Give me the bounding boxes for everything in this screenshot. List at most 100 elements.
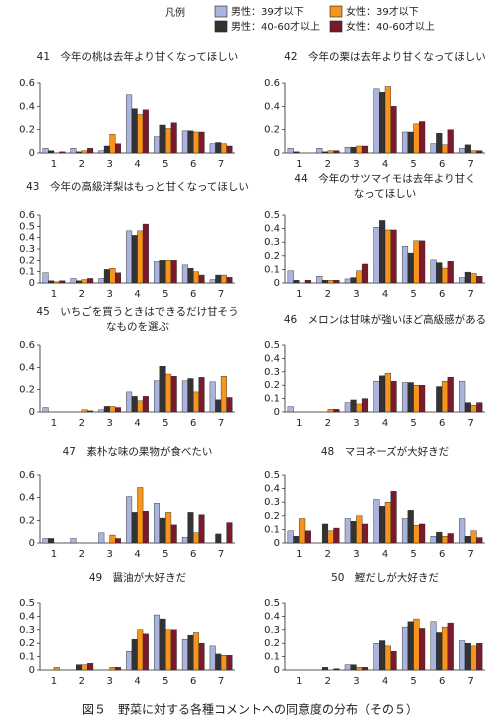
bar: [98, 409, 105, 413]
bar: [390, 651, 397, 671]
y-tick-label: 0.1: [264, 394, 280, 405]
x-tick-label: 6: [190, 159, 196, 170]
x-tick-label: 7: [218, 159, 224, 170]
legend-swatch: [329, 20, 343, 33]
y-tick-label: 0.3: [264, 625, 280, 636]
y-tick-label: 0.2: [264, 380, 280, 391]
chart-title: 42 今年の栗は去年より甘くなってほしい: [284, 50, 486, 63]
bar: [59, 280, 66, 284]
x-tick-label: 7: [218, 289, 224, 300]
bar: [226, 522, 233, 544]
bar: [48, 280, 55, 284]
bar: [356, 145, 363, 154]
x-tick-label: 4: [382, 289, 388, 300]
bar: [159, 260, 166, 284]
bar: [81, 150, 88, 154]
bar: [459, 148, 466, 154]
bar: [76, 280, 82, 284]
y-tick-label: 0.2: [264, 638, 280, 649]
bar: [76, 151, 82, 154]
bar: [379, 92, 386, 154]
x-tick-label: 4: [382, 418, 388, 429]
bar: [470, 405, 477, 413]
bar: [327, 530, 334, 544]
x-tick-label: 7: [218, 549, 224, 560]
y-tick-label: 0.6: [19, 78, 35, 89]
bar: [193, 131, 199, 154]
x-tick-label: 3: [106, 159, 112, 170]
x-tick-label: 3: [353, 289, 359, 300]
x-tick-label: 1: [296, 289, 302, 300]
y-tick-label: 0.2: [264, 125, 280, 136]
bar: [126, 391, 133, 413]
y-tick-label: 0.5: [264, 598, 280, 609]
bar: [126, 94, 133, 154]
x-tick-label: 5: [162, 418, 168, 429]
x-tick-label: 3: [106, 676, 112, 687]
bar: [350, 399, 357, 413]
y-tick-label: 0.2: [19, 125, 35, 136]
y-tick-label: 0.1: [264, 524, 280, 535]
x-tick-label: 4: [134, 549, 140, 560]
x-tick-label: 7: [468, 549, 474, 560]
y-tick-label: 0.5: [264, 470, 280, 481]
bar: [220, 274, 227, 284]
bar: [215, 399, 222, 413]
bar: [401, 131, 409, 154]
x-tick-label: 1: [51, 418, 57, 429]
bar: [344, 278, 351, 284]
bar: [220, 376, 227, 413]
y-tick-label: 0.3: [19, 244, 35, 255]
x-tick-label: 6: [439, 418, 445, 429]
y-tick-label: 0.2: [264, 251, 280, 262]
bar: [287, 148, 294, 154]
bar: [361, 263, 369, 284]
bar: [436, 531, 443, 544]
bar: [304, 280, 311, 284]
bar: [137, 487, 144, 544]
x-tick-label: 1: [51, 676, 57, 687]
y-tick-label: 0.2: [19, 638, 35, 649]
bar: [407, 131, 414, 154]
bar: [126, 496, 133, 544]
x-tick-label: 2: [325, 159, 331, 170]
bar: [413, 525, 420, 544]
bar: [215, 533, 222, 544]
bar: [344, 664, 351, 671]
bar: [441, 380, 449, 413]
bar: [159, 124, 166, 154]
bar: [447, 376, 454, 413]
bar: [447, 129, 454, 154]
bar: [181, 537, 188, 544]
bar: [401, 246, 409, 284]
x-tick-label: 1: [296, 418, 302, 429]
bar: [131, 396, 138, 413]
x-tick-label: 2: [79, 418, 85, 429]
bar: [333, 409, 340, 413]
bar: [419, 523, 426, 544]
bar: [321, 151, 329, 154]
bar: [187, 378, 194, 413]
bar: [226, 277, 233, 284]
bar: [170, 629, 177, 671]
bar: [299, 518, 306, 544]
bar: [165, 629, 172, 671]
bar: [142, 396, 149, 413]
x-tick-label: 2: [79, 159, 85, 170]
y-tick-label: 0.4: [19, 493, 35, 504]
bar: [384, 502, 391, 544]
bar: [447, 533, 454, 544]
x-tick-label: 6: [439, 289, 445, 300]
bar: [384, 86, 391, 154]
bar: [384, 372, 391, 413]
x-tick-label: 1: [51, 289, 57, 300]
bar: [436, 386, 443, 413]
bar: [373, 227, 380, 284]
y-tick-label: 0.6: [19, 470, 35, 481]
y-tick-label: 0.1: [264, 264, 280, 275]
legend-label: 女性：40-60才以上: [346, 20, 435, 33]
legend-label: 男性：39才以下: [231, 5, 304, 18]
bar: [98, 532, 105, 544]
bar: [109, 134, 116, 154]
